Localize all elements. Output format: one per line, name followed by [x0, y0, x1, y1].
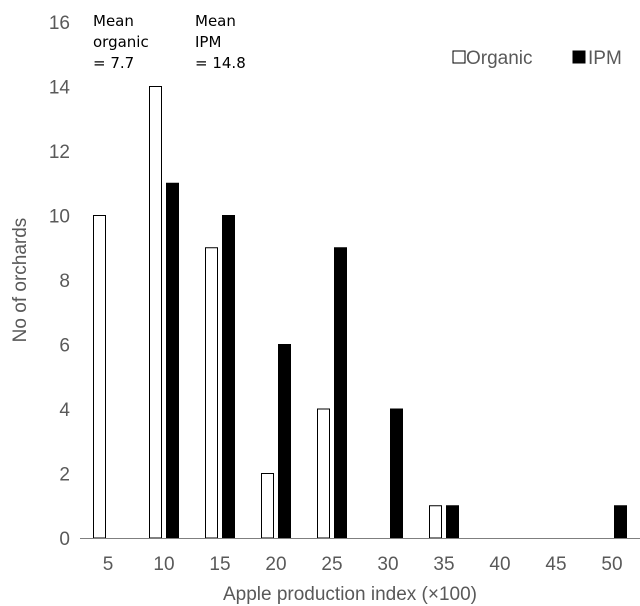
bar-organic-10: [149, 86, 162, 539]
legend-label-organic: Organic: [466, 48, 533, 69]
bar-organic-20: [261, 473, 274, 539]
legend-swatch-ipm: [572, 50, 586, 64]
annotation-line: = 7.7: [93, 54, 134, 72]
annotation-mean-organic: Mean organic = 7.7: [93, 12, 149, 72]
bar-ipm-30: [390, 408, 403, 539]
legend: Organic IPM: [452, 48, 622, 69]
x-tick-label: 25: [321, 554, 342, 575]
annotation-line: Mean: [195, 12, 236, 30]
x-tick-label: 30: [377, 554, 398, 575]
x-tick-label: 20: [265, 554, 286, 575]
x-tick-label: 50: [601, 554, 622, 575]
bar-organic-25: [317, 408, 330, 539]
y-tick-label: 4: [59, 400, 70, 421]
bar-ipm-15: [222, 215, 235, 539]
bar-ipm-10: [166, 182, 179, 539]
y-tick-label: 12: [49, 142, 70, 163]
annotation-line: = 14.8: [195, 54, 246, 72]
legend-swatch-organic: [452, 50, 466, 64]
bar-ipm-35: [446, 505, 459, 539]
x-axis-title: Apple production index (×100): [223, 584, 477, 605]
y-tick-label: 0: [59, 529, 70, 550]
y-tick-label: 8: [59, 271, 70, 292]
legend-label-ipm: IPM: [588, 48, 622, 69]
annotation-line: Mean: [93, 12, 134, 30]
bar-ipm-50: [614, 505, 627, 539]
bar-ipm-25: [334, 247, 347, 539]
bar-organic-15: [205, 247, 218, 539]
y-tick-label: 6: [59, 336, 70, 357]
bars: [93, 86, 627, 539]
y-tick-label: 2: [59, 465, 70, 486]
y-axis-ticks: 0 2 4 6 8 10 12 14 16: [49, 13, 71, 550]
y-tick-label: 16: [49, 13, 70, 34]
y-tick-label: 10: [49, 207, 70, 228]
y-tick-label: 14: [49, 78, 71, 99]
x-tick-label: 15: [209, 554, 230, 575]
x-tick-label: 10: [153, 554, 174, 575]
x-tick-label: 45: [545, 554, 566, 575]
bar-ipm-20: [278, 344, 291, 539]
annotation-line: organic: [93, 33, 149, 51]
x-axis-ticks: 5 10 15 20 25 30 35 40 45 50: [103, 554, 623, 575]
annotation-line: IPM: [195, 33, 221, 51]
x-tick-label: 35: [433, 554, 454, 575]
y-axis-title: No of orchards: [10, 218, 31, 343]
x-tick-label: 40: [489, 554, 510, 575]
x-tick-label: 5: [103, 554, 114, 575]
bar-organic-35: [429, 505, 442, 539]
annotation-mean-ipm: Mean IPM = 14.8: [195, 12, 246, 72]
bar-organic-5: [93, 215, 106, 539]
